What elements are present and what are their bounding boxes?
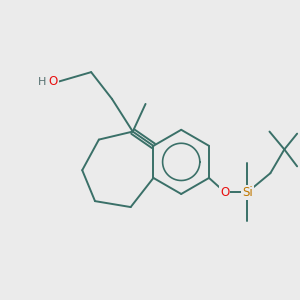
Text: Si: Si: [242, 186, 253, 199]
Text: O: O: [220, 186, 230, 199]
Text: O: O: [49, 75, 58, 88]
Text: H: H: [38, 76, 46, 87]
